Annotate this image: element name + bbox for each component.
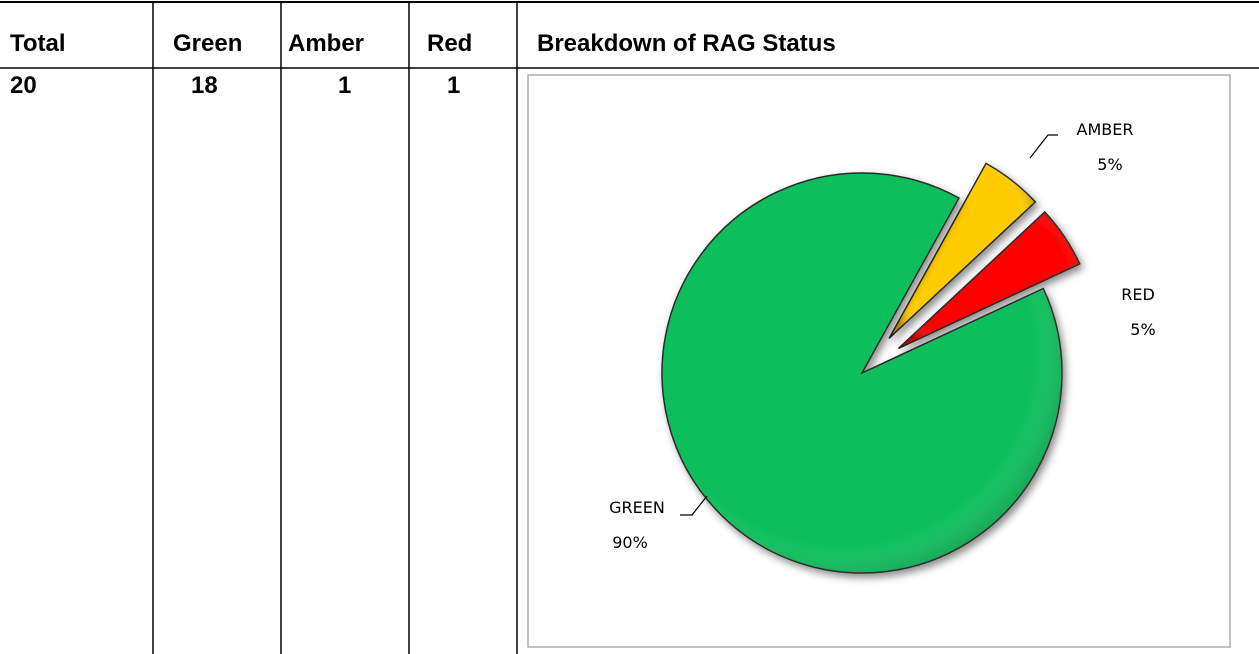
slice-value-label: 90% [612,533,648,552]
header-cell: Red [427,30,473,57]
header-cell: Green [173,30,243,57]
header-cell: Breakdown of RAG Status [537,30,836,57]
data-cell: 1 [447,72,461,99]
slice-value-label: 5% [1130,320,1155,339]
slice-label: GREEN [609,498,665,517]
slice-value-label: 5% [1097,155,1122,174]
leader-line [680,495,708,516]
header-cell: Amber [288,30,365,57]
data-cell: 1 [338,72,352,99]
data-cell: 18 [191,72,218,99]
header-cell: Total [10,30,66,57]
slice-label: RED [1121,285,1155,304]
leader-line [1029,134,1058,159]
data-cell: 20 [10,72,37,99]
slice-label: AMBER [1077,120,1134,139]
